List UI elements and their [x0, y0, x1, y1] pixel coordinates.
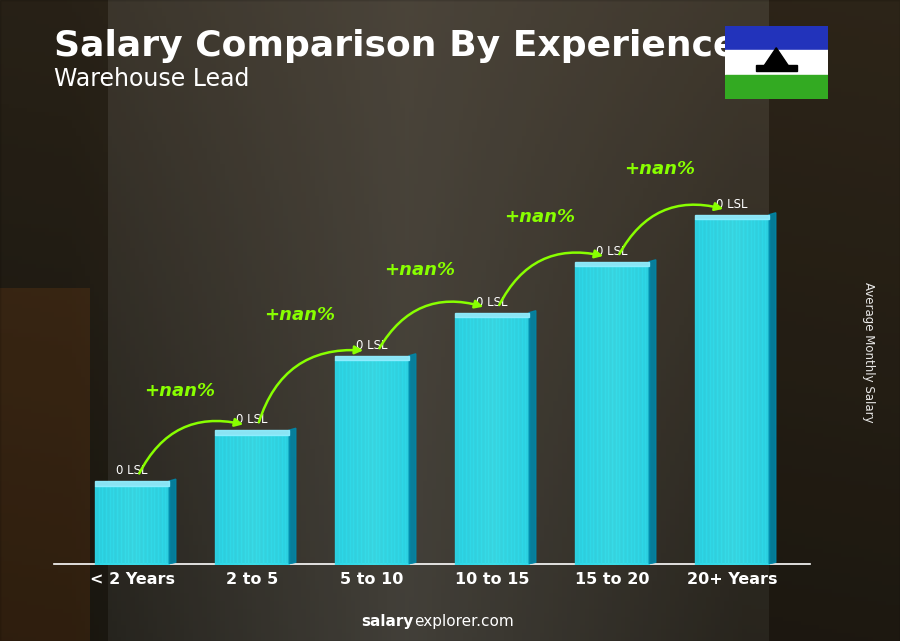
Polygon shape [755, 65, 797, 71]
Text: Warehouse Lead: Warehouse Lead [54, 67, 249, 91]
Polygon shape [764, 48, 788, 66]
Text: 0 LSL: 0 LSL [116, 464, 148, 477]
Text: +nan%: +nan% [384, 261, 455, 279]
Polygon shape [529, 311, 535, 564]
Polygon shape [410, 354, 416, 564]
Text: explorer.com: explorer.com [414, 615, 514, 629]
Text: Salary Comparison By Experience: Salary Comparison By Experience [54, 29, 737, 63]
Polygon shape [169, 479, 176, 564]
Polygon shape [94, 481, 169, 486]
Text: 0 LSL: 0 LSL [476, 296, 508, 309]
Text: +nan%: +nan% [145, 381, 215, 399]
Polygon shape [770, 213, 776, 564]
Text: 0 LSL: 0 LSL [716, 197, 748, 211]
Text: Average Monthly Salary: Average Monthly Salary [862, 282, 875, 423]
Bar [724, 26, 828, 50]
Polygon shape [335, 356, 410, 360]
Text: +nan%: +nan% [265, 306, 336, 324]
Text: 0 LSL: 0 LSL [236, 413, 268, 426]
Text: salary: salary [362, 615, 414, 629]
Polygon shape [454, 313, 529, 317]
Polygon shape [649, 260, 656, 564]
Polygon shape [215, 430, 289, 435]
Text: +nan%: +nan% [505, 208, 575, 226]
Text: 0 LSL: 0 LSL [356, 338, 388, 352]
Polygon shape [289, 428, 296, 564]
Polygon shape [575, 262, 649, 267]
Polygon shape [695, 215, 770, 219]
Bar [724, 75, 828, 99]
Text: +nan%: +nan% [625, 160, 696, 178]
Bar [724, 50, 828, 75]
Text: 0 LSL: 0 LSL [596, 245, 627, 258]
